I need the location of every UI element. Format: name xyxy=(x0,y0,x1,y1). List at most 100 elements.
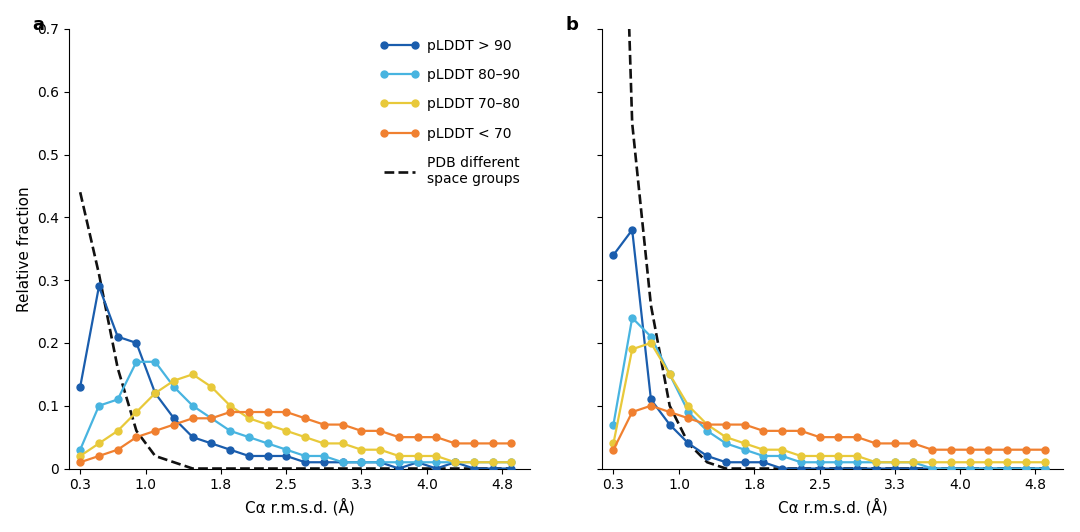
pLDDT 70–80 xyxy=(374,446,387,453)
pLDDT 80–90 xyxy=(738,446,751,453)
pLDDT < 70 xyxy=(907,440,920,446)
pLDDT 80–90 xyxy=(430,459,443,466)
pLDDT 80–90 xyxy=(448,459,461,466)
pLDDT 80–90 xyxy=(280,446,293,453)
Line: pLDDT 80–90: pLDDT 80–90 xyxy=(610,314,1048,472)
pLDDT > 90 xyxy=(719,459,732,466)
pLDDT > 90 xyxy=(374,459,387,466)
pLDDT 80–90 xyxy=(299,453,312,459)
pLDDT 80–90 xyxy=(468,459,481,466)
pLDDT > 90 xyxy=(318,459,330,466)
PDB different
space groups xyxy=(93,271,106,277)
pLDDT < 70 xyxy=(795,428,808,434)
pLDDT > 90 xyxy=(888,466,901,472)
pLDDT 80–90 xyxy=(851,459,864,466)
PDB different
space groups xyxy=(186,466,199,472)
pLDDT > 90 xyxy=(681,440,694,446)
Line: pLDDT > 90: pLDDT > 90 xyxy=(610,227,1048,472)
pLDDT < 70 xyxy=(261,409,274,415)
pLDDT < 70 xyxy=(851,434,864,440)
Line: pLDDT < 70: pLDDT < 70 xyxy=(77,409,515,466)
pLDDT 80–90 xyxy=(130,359,143,365)
pLDDT < 70 xyxy=(430,434,443,440)
PDB different
space groups xyxy=(73,189,86,195)
PDB different
space groups xyxy=(907,466,920,472)
pLDDT 70–80 xyxy=(926,459,939,466)
pLDDT 70–80 xyxy=(813,453,826,459)
pLDDT 80–90 xyxy=(224,428,237,434)
pLDDT 70–80 xyxy=(205,384,218,390)
pLDDT 70–80 xyxy=(355,446,368,453)
pLDDT > 90 xyxy=(111,334,124,340)
pLDDT 80–90 xyxy=(813,459,826,466)
Line: pLDDT 80–90: pLDDT 80–90 xyxy=(77,359,515,466)
PDB different
space groups xyxy=(851,466,864,472)
pLDDT 70–80 xyxy=(719,434,732,440)
pLDDT 70–80 xyxy=(681,403,694,409)
PDB different
space groups xyxy=(1000,466,1013,472)
pLDDT 70–80 xyxy=(795,453,808,459)
pLDDT 70–80 xyxy=(261,421,274,428)
pLDDT > 90 xyxy=(186,434,199,440)
pLDDT 70–80 xyxy=(93,440,106,446)
pLDDT 80–90 xyxy=(832,459,845,466)
PDB different
space groups xyxy=(625,120,638,126)
PDB different
space groups xyxy=(1020,466,1032,472)
pLDDT 70–80 xyxy=(486,459,499,466)
pLDDT > 90 xyxy=(1038,466,1051,472)
X-axis label: Cα r.m.s.d. (Å): Cα r.m.s.d. (Å) xyxy=(778,498,888,516)
pLDDT > 90 xyxy=(336,459,349,466)
pLDDT 70–80 xyxy=(982,459,995,466)
PDB different
space groups xyxy=(486,466,499,472)
pLDDT < 70 xyxy=(167,421,180,428)
pLDDT < 70 xyxy=(111,446,124,453)
pLDDT 70–80 xyxy=(504,459,517,466)
Line: PDB different
space groups: PDB different space groups xyxy=(613,0,1044,469)
pLDDT 70–80 xyxy=(167,377,180,384)
pLDDT 70–80 xyxy=(851,453,864,459)
pLDDT 80–90 xyxy=(681,409,694,415)
PDB different
space groups xyxy=(392,466,405,472)
PDB different
space groups xyxy=(261,466,274,472)
pLDDT 80–90 xyxy=(318,453,330,459)
pLDDT < 70 xyxy=(982,446,995,453)
pLDDT > 90 xyxy=(411,459,424,466)
pLDDT > 90 xyxy=(813,466,826,472)
pLDDT < 70 xyxy=(448,440,461,446)
pLDDT 70–80 xyxy=(280,428,293,434)
pLDDT < 70 xyxy=(392,434,405,440)
pLDDT 80–90 xyxy=(504,459,517,466)
pLDDT < 70 xyxy=(757,428,770,434)
pLDDT 70–80 xyxy=(832,453,845,459)
pLDDT < 70 xyxy=(374,428,387,434)
pLDDT > 90 xyxy=(851,466,864,472)
pLDDT > 90 xyxy=(738,459,751,466)
PDB different
space groups xyxy=(1038,466,1051,472)
pLDDT < 70 xyxy=(1000,446,1013,453)
X-axis label: Cα r.m.s.d. (Å): Cα r.m.s.d. (Å) xyxy=(245,498,354,516)
pLDDT 80–90 xyxy=(907,459,920,466)
pLDDT < 70 xyxy=(73,459,86,466)
pLDDT < 70 xyxy=(1020,446,1032,453)
pLDDT 80–90 xyxy=(242,434,255,440)
pLDDT > 90 xyxy=(757,459,770,466)
pLDDT > 90 xyxy=(149,390,162,396)
pLDDT < 70 xyxy=(1038,446,1051,453)
pLDDT 70–80 xyxy=(738,440,751,446)
pLDDT > 90 xyxy=(645,396,658,403)
pLDDT 70–80 xyxy=(73,453,86,459)
pLDDT < 70 xyxy=(926,446,939,453)
pLDDT 70–80 xyxy=(1000,459,1013,466)
pLDDT > 90 xyxy=(795,466,808,472)
PDB different
space groups xyxy=(111,365,124,371)
PDB different
space groups xyxy=(645,302,658,309)
PDB different
space groups xyxy=(430,466,443,472)
pLDDT 80–90 xyxy=(701,428,714,434)
pLDDT 70–80 xyxy=(645,340,658,346)
pLDDT 80–90 xyxy=(261,440,274,446)
PDB different
space groups xyxy=(149,453,162,459)
pLDDT < 70 xyxy=(468,440,481,446)
pLDDT > 90 xyxy=(486,466,499,472)
pLDDT 70–80 xyxy=(944,459,957,466)
pLDDT 70–80 xyxy=(299,434,312,440)
